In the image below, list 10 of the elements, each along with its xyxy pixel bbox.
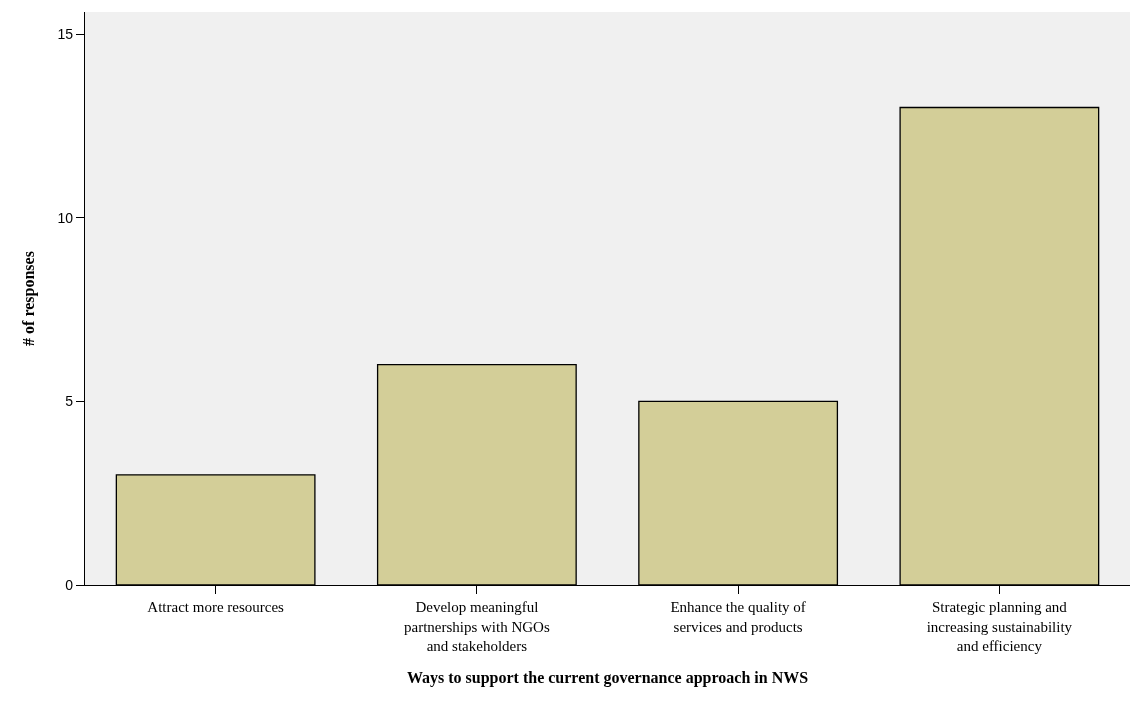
x-tick-label: Attract more resources [147, 599, 285, 616]
x-axis-title: Ways to support the current governance approach in NWS [406, 668, 809, 687]
y-tick-label: 5 [65, 393, 74, 410]
x-tick-label: Develop meaningful partnerships with NGOs and stakeholders [403, 599, 550, 655]
y-axis-title: # of responses [20, 251, 39, 346]
y-tick-label: 15 [57, 25, 74, 42]
y-tick-label: 10 [57, 209, 74, 226]
x-tick-label: Enhance the quality of services and products [670, 599, 806, 635]
y-tick-label: 0 [65, 576, 74, 593]
x-tick-label: Strategic planning and increasing sustainability and efficiency [926, 599, 1073, 655]
